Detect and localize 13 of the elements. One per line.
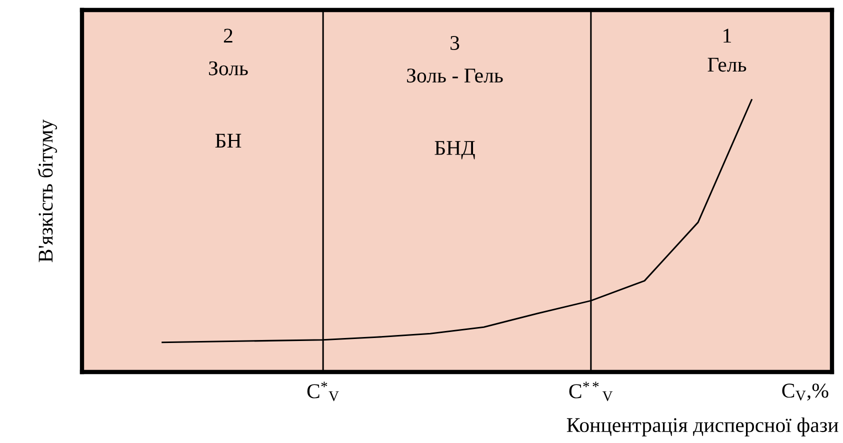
text: 2 [224, 28, 232, 43]
x-tick-label: C$^{**}$$_{V}$ [569, 382, 613, 402]
x-axis-title: Концентрація дисперсної фази [566, 417, 838, 436]
text: Золь - Гель [407, 68, 503, 83]
annotation: БНД [434, 141, 475, 160]
text: Золь [209, 61, 248, 76]
x-tick-label: C$_{V}$,% [782, 384, 828, 401]
text: Гель [708, 58, 746, 72]
y-axis-title: В'язкість бітуму [38, 119, 57, 262]
x-tick-label: C$^{*}$$_{V}$ [307, 382, 339, 402]
text: 3 [450, 36, 460, 50]
annotation: БН [215, 134, 242, 148]
text: 1 [724, 28, 731, 43]
